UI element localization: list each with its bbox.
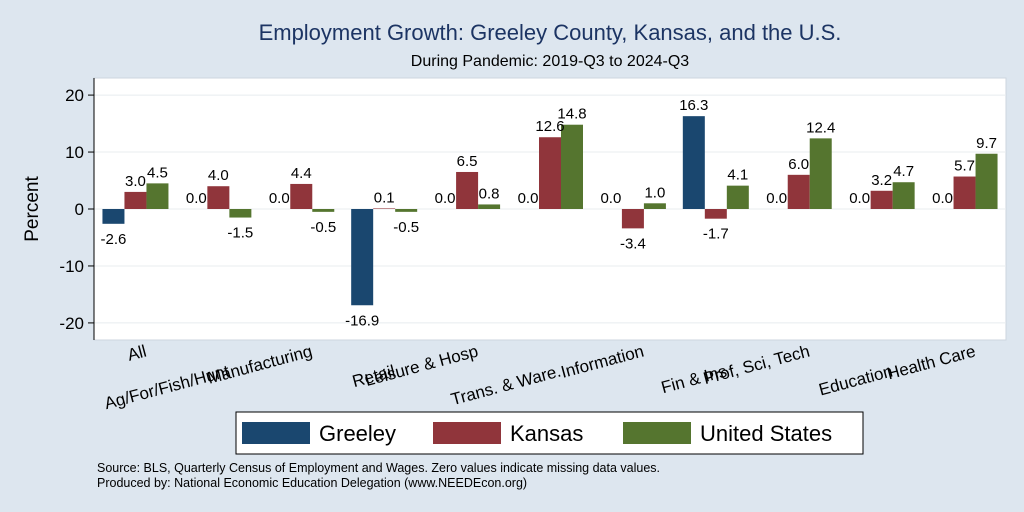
data-label: 6.5 (457, 153, 478, 170)
data-label: 12.4 (806, 119, 835, 136)
chart-subtitle: During Pandemic: 2019-Q3 to 2024-Q3 (411, 53, 689, 70)
data-label: 4.4 (291, 165, 312, 182)
bars-layer (102, 116, 998, 306)
x-tick-label: All (125, 342, 148, 365)
data-label: 0.0 (600, 190, 621, 207)
data-label: -0.5 (393, 219, 419, 236)
bar (561, 124, 583, 209)
bar (207, 186, 230, 209)
bar (621, 209, 644, 229)
data-label: 5.7 (954, 158, 975, 175)
value-labels-layer: -2.63.04.50.04.0-1.50.04.4-0.5-16.90.1-0… (101, 97, 997, 329)
bar (787, 174, 810, 209)
bar (456, 171, 479, 209)
data-label: -1.5 (227, 225, 253, 242)
chart-title: Employment Growth: Greeley County, Kansa… (259, 20, 842, 45)
data-label: -0.5 (310, 219, 336, 236)
legend: Greeley Kansas United States (235, 411, 864, 455)
data-label: 16.3 (679, 97, 708, 114)
bar (870, 190, 893, 209)
bar (229, 209, 252, 218)
data-label: -2.6 (101, 231, 127, 248)
bar (682, 116, 705, 209)
data-label: 3.0 (125, 173, 146, 190)
data-label: -1.7 (703, 226, 729, 243)
y-tick-label: 20 (65, 86, 84, 105)
x-tick-label: Prof, Sci, Tech (701, 342, 811, 389)
data-label: 3.2 (871, 172, 892, 189)
y-axis: -20 -10 0 10 20 (59, 78, 95, 340)
bar (809, 138, 832, 209)
y-tick-label: -10 (59, 257, 84, 276)
bar (290, 183, 313, 209)
legend-swatch (433, 422, 501, 444)
data-label: 14.8 (557, 106, 586, 123)
bar (975, 153, 998, 209)
data-label: 6.0 (788, 156, 809, 173)
bar (726, 185, 749, 209)
bar (146, 183, 169, 209)
data-label: 0.0 (435, 190, 456, 207)
data-label: 1.0 (644, 184, 665, 201)
bar (351, 209, 374, 306)
y-axis-label: Percent (22, 176, 43, 242)
bar (704, 209, 727, 219)
y-tick-label: 0 (75, 200, 84, 219)
data-label: 0.0 (186, 190, 207, 207)
data-label: 0.0 (766, 190, 787, 207)
legend-swatch (623, 422, 691, 444)
source-note: Source: BLS, Quarterly Census of Employm… (97, 461, 660, 475)
data-label: 0.0 (932, 190, 953, 207)
legend-box (235, 411, 864, 455)
bar (373, 208, 396, 209)
x-tick-label: Information (559, 342, 646, 382)
y-tick-label: -20 (59, 314, 84, 333)
bar (102, 209, 125, 224)
data-label: 9.7 (976, 135, 997, 152)
data-label: 0.8 (479, 185, 500, 202)
legend-swatch (242, 422, 310, 444)
legend-label: Greeley (319, 421, 396, 446)
data-label: 4.7 (893, 163, 914, 180)
x-tick-label: Education (817, 362, 895, 400)
legend-label: United States (700, 421, 832, 446)
data-label: 0.1 (374, 189, 395, 206)
bar (892, 182, 915, 209)
bar (395, 209, 418, 212)
x-tick-label: Trans. & Ware. (449, 362, 563, 410)
x-tick-label: Manufacturing (205, 342, 314, 388)
data-label: 0.0 (849, 190, 870, 207)
bar (478, 204, 501, 209)
data-label: 4.0 (208, 167, 229, 184)
x-tick-label: Health Care (885, 342, 978, 384)
y-tick-label: 10 (65, 143, 84, 162)
bar (643, 203, 666, 209)
data-label: 4.5 (147, 164, 168, 181)
legend-label: Kansas (510, 421, 583, 446)
data-label: 4.1 (727, 167, 748, 184)
bar (539, 137, 561, 209)
bar (124, 191, 147, 209)
data-label: 12.6 (535, 118, 564, 135)
data-label: 0.0 (518, 190, 539, 207)
producer-note: Produced by: National Economic Education… (97, 476, 527, 490)
bar (953, 176, 976, 209)
data-label: 0.0 (269, 190, 290, 207)
data-label: -3.4 (620, 235, 646, 252)
data-label: -16.9 (345, 312, 379, 329)
bar (312, 209, 335, 212)
